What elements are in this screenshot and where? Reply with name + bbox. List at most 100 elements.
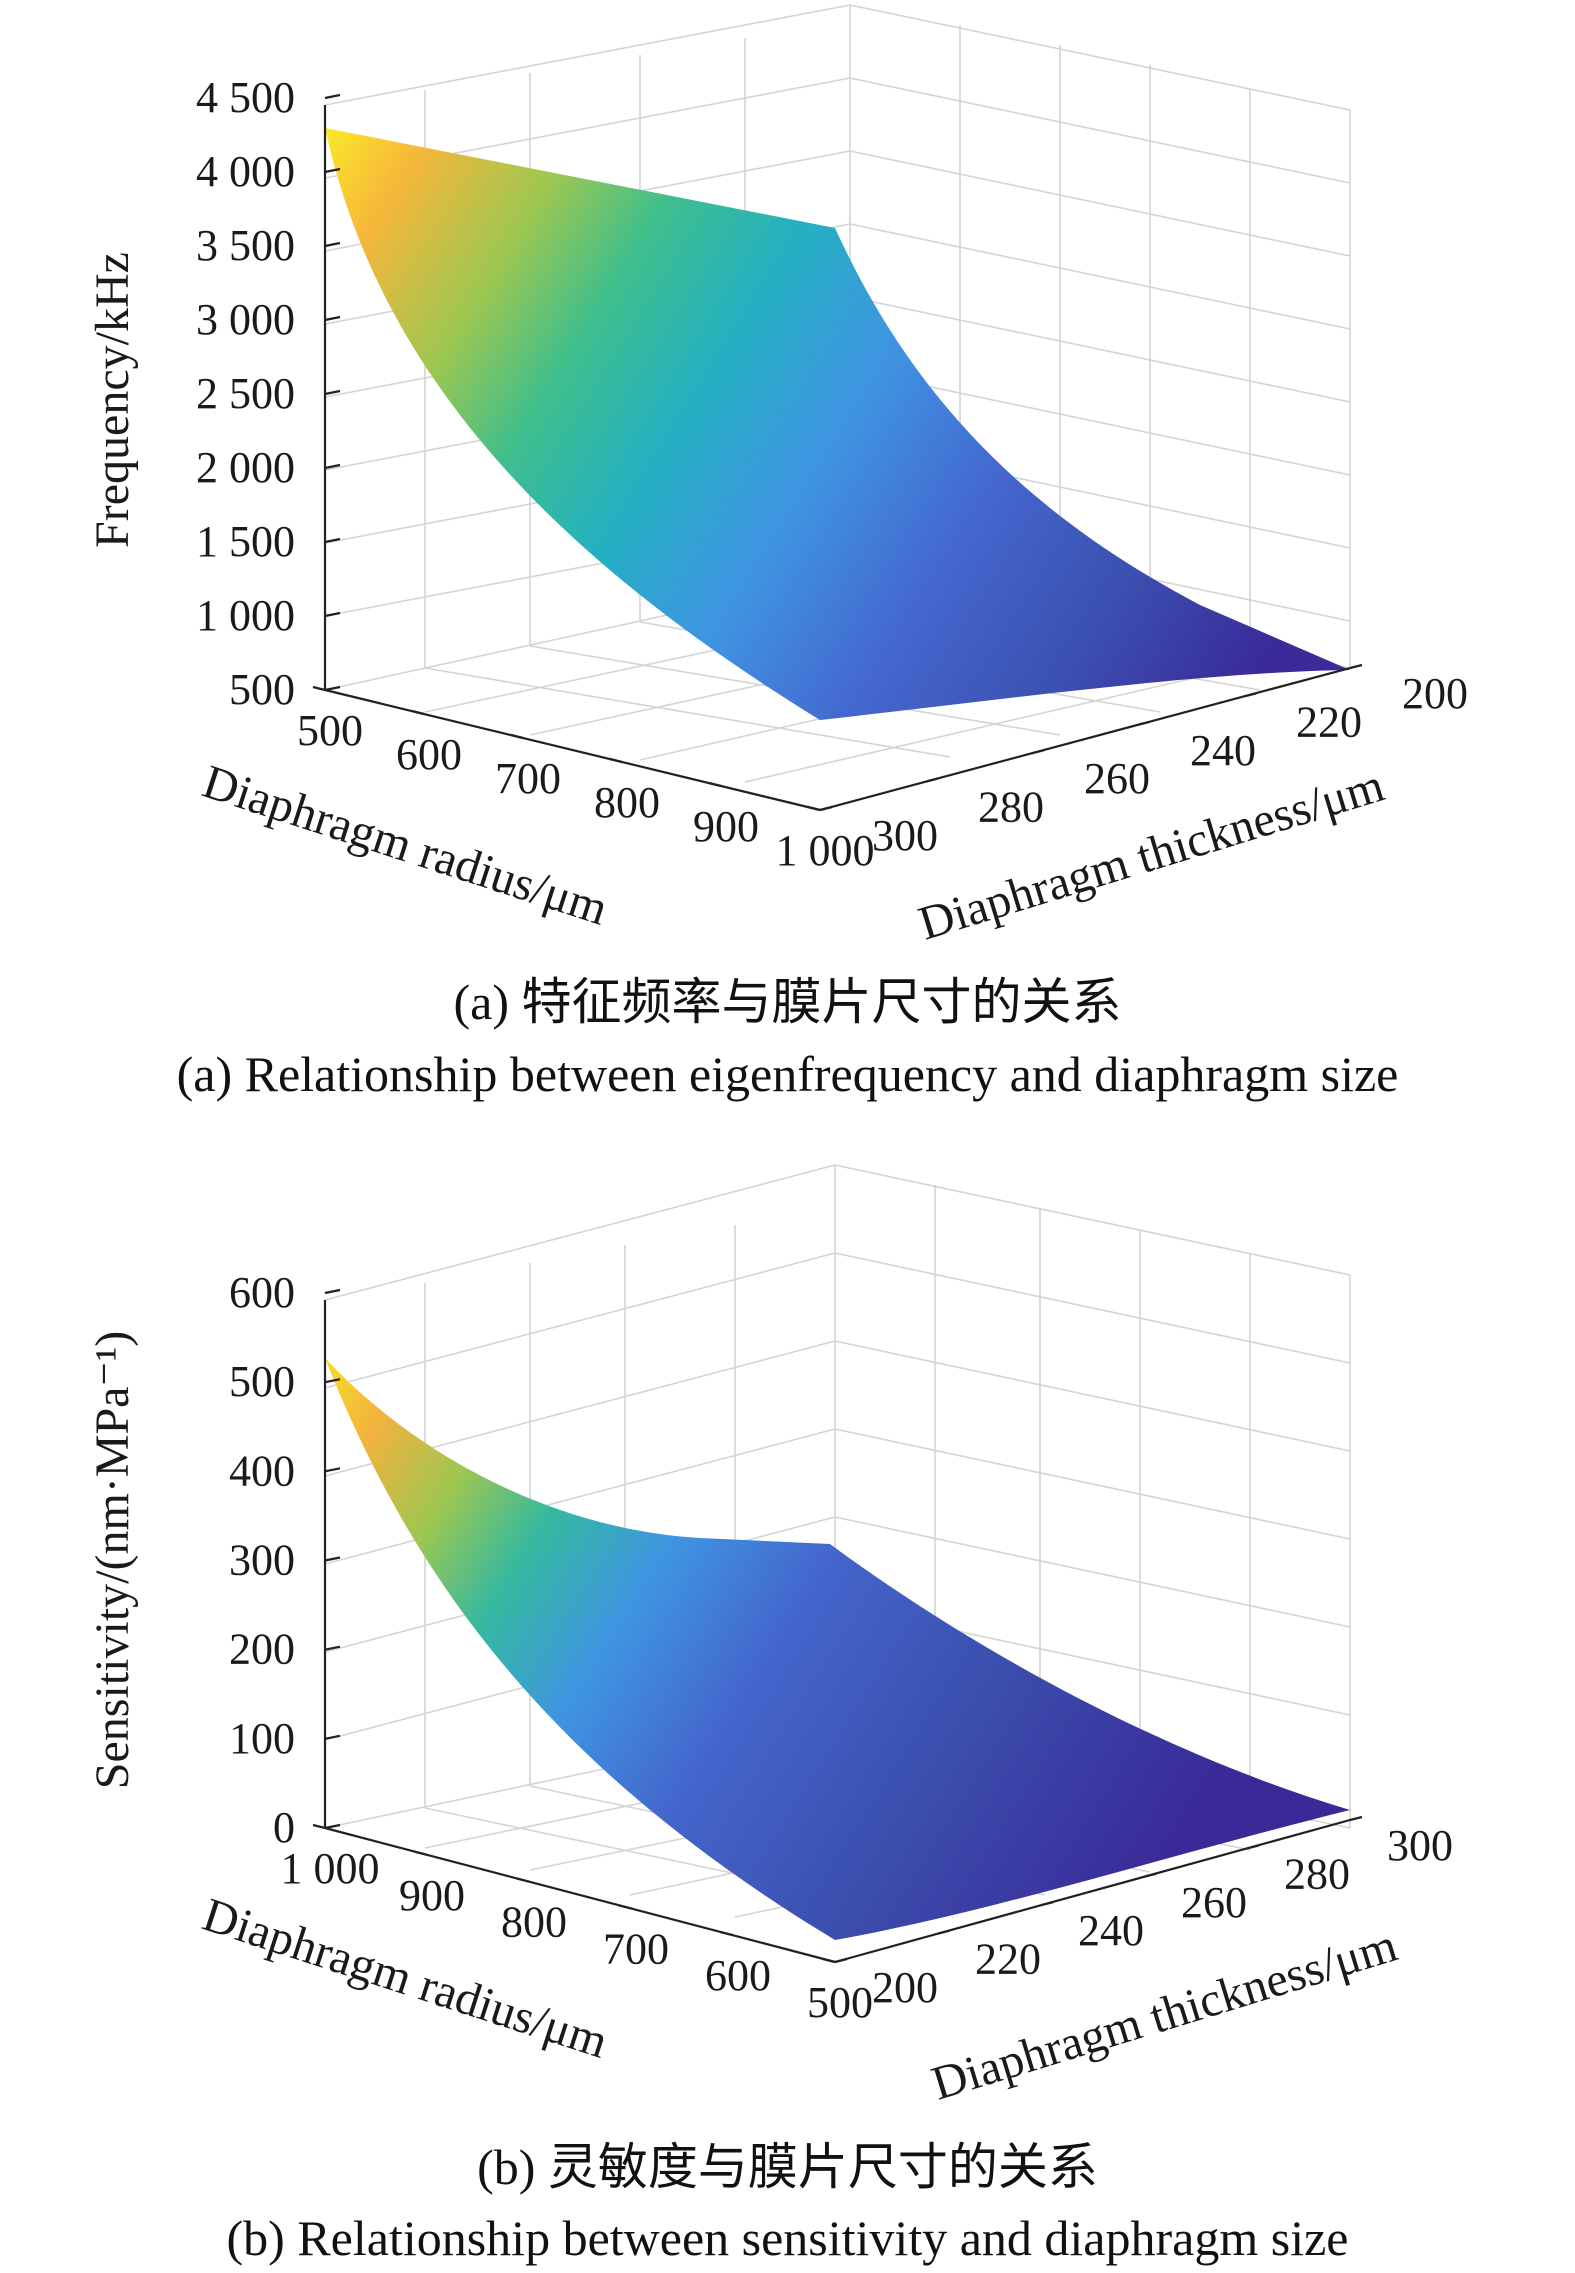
x-tick-label: 600 — [396, 730, 462, 779]
y-tick-label: 260 — [1181, 1878, 1247, 1927]
caption-b-chinese: (b) 灵敏度与膜片尺寸的关系 — [477, 2139, 1098, 2195]
z-tick-label: 500 — [229, 1357, 295, 1406]
x-tick-label: 1 000 — [281, 1844, 380, 1893]
tick-mark — [822, 1957, 836, 1964]
tick-mark — [312, 685, 326, 692]
gridline — [324, 4, 851, 106]
gridline — [424, 667, 951, 758]
z-axis-label: Frequency/kHz — [86, 252, 139, 548]
x-tick-label: 900 — [693, 802, 759, 851]
tick-mark — [1143, 1872, 1157, 1878]
y-axis-line — [819, 666, 1351, 812]
tick-mark — [324, 1288, 341, 1295]
z-tick-label: 1 000 — [196, 591, 295, 640]
x-axis-line — [324, 688, 821, 812]
z-tick-label: 0 — [273, 1803, 295, 1852]
x-tick-label: 1 000 — [776, 826, 875, 875]
frequency-surface-chart: 500 1 000 1 500 2 000 2 500 3 000 3 500 4 000 4 … — [86, 4, 1468, 951]
gridline — [849, 150, 1351, 257]
z-tick-label: 4 000 — [196, 147, 295, 196]
gridline — [834, 1252, 1351, 1364]
tick-labels: 500 1 000 1 500 2 000 2 500 3 000 3 500 4 000 4 … — [196, 73, 1468, 875]
gridline — [834, 1340, 1351, 1452]
tick-mark — [324, 685, 341, 692]
tick-mark — [937, 1929, 951, 1935]
y-tick-label: 220 — [1296, 697, 1362, 746]
z-tick-label: 2 000 — [196, 443, 295, 492]
tick-mark — [618, 1904, 632, 1910]
tick-mark — [1243, 692, 1257, 698]
y-tick-label: 300 — [872, 811, 938, 860]
x-tick-label: 700 — [495, 754, 561, 803]
gridline — [834, 1516, 1351, 1628]
y-tick-label: 200 — [872, 1963, 938, 2012]
tick-mark — [1349, 663, 1363, 670]
y-axis-line — [834, 1818, 1351, 1964]
tick-mark — [324, 241, 341, 248]
x-tick-label: 800 — [594, 778, 660, 827]
y-tick-label: 260 — [1084, 754, 1150, 803]
z-tick-label: 4 500 — [196, 73, 295, 122]
surface — [325, 128, 1350, 720]
x-tick-label: 900 — [399, 1871, 465, 1920]
z-tick-label: 3 500 — [196, 221, 295, 270]
z-tick-label: 1 500 — [196, 517, 295, 566]
tick-mark — [324, 167, 341, 174]
gridline — [849, 4, 1351, 111]
axes — [323, 105, 1351, 812]
tick-mark — [324, 1556, 341, 1562]
gridline — [834, 1164, 1351, 1276]
tick-mark — [324, 1467, 341, 1473]
tick-mark — [1246, 1844, 1260, 1850]
gridline — [324, 1252, 836, 1389]
tick-mark — [324, 1734, 341, 1740]
gridline — [834, 1428, 1351, 1540]
tick-mark — [324, 1823, 341, 1830]
gridline — [849, 77, 1351, 184]
tick-mark — [324, 93, 341, 100]
z-tick-label: 500 — [229, 665, 295, 714]
tick-mark — [1349, 1815, 1363, 1822]
z-tick-label: 400 — [229, 1446, 295, 1495]
tick-mark — [1031, 749, 1045, 755]
z-tick-label: 600 — [229, 1268, 295, 1317]
z-tick-label: 200 — [229, 1625, 295, 1674]
tick-mark — [324, 611, 341, 618]
y-tick-label: 200 — [1402, 669, 1468, 718]
z-axis-label: Sensitivity/(nm·MPa⁻¹) — [86, 1331, 139, 1789]
gridline — [324, 1164, 836, 1301]
z-tick-label: 100 — [229, 1714, 295, 1763]
surface — [325, 1358, 1350, 1940]
z-tick-label: 2 500 — [196, 369, 295, 418]
x-tick-label: 800 — [501, 1898, 567, 1947]
tick-mark — [324, 537, 341, 544]
tick-mark — [819, 805, 833, 812]
x-tick-label: 500 — [807, 1978, 873, 2027]
tick-mark — [324, 389, 341, 396]
gridline — [849, 369, 1351, 476]
z-tick-label: 3 000 — [196, 295, 295, 344]
tick-mark — [834, 1957, 848, 1964]
gridline — [324, 1428, 836, 1565]
y-tick-label: 220 — [975, 1935, 1041, 1984]
y-tick-label: 280 — [978, 783, 1044, 832]
tick-mark — [708, 781, 722, 788]
tick-mark — [516, 1877, 530, 1883]
caption-a-chinese: (a) 特征频率与膜片尺寸的关系 — [453, 974, 1122, 1030]
y-tick-label: 240 — [1190, 726, 1256, 775]
tick-mark — [414, 1850, 428, 1856]
caption-a-english: (a) Relationship between eigenfrequency … — [176, 1046, 1399, 1102]
y-tick-label: 300 — [1387, 1821, 1453, 1870]
gridline — [849, 296, 1351, 403]
tick-mark — [1137, 720, 1151, 726]
tick-mark — [324, 1645, 341, 1651]
tick-mark — [807, 805, 821, 812]
tick-mark — [609, 757, 623, 764]
y-tick-label: 280 — [1284, 1849, 1350, 1898]
tick-mark — [324, 463, 341, 470]
tick-mark — [411, 709, 425, 716]
tick-mark — [510, 733, 524, 740]
tick-mark — [1040, 1901, 1054, 1907]
tick-mark — [720, 1931, 734, 1937]
tick-mark — [324, 315, 341, 322]
